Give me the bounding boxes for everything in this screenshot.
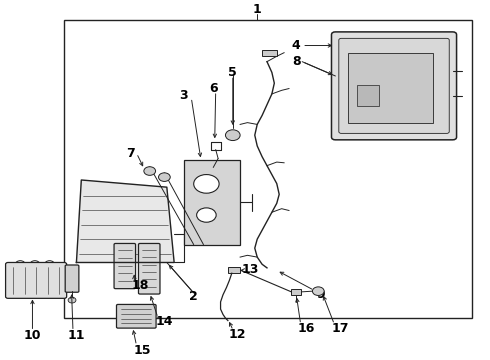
FancyBboxPatch shape — [65, 265, 79, 292]
FancyBboxPatch shape — [114, 243, 136, 289]
Text: 8: 8 — [292, 55, 301, 68]
Text: 13: 13 — [241, 263, 259, 276]
Text: 3: 3 — [180, 89, 188, 102]
Bar — [262, 50, 277, 56]
FancyBboxPatch shape — [117, 305, 156, 328]
Bar — [292, 289, 301, 295]
Circle shape — [144, 167, 156, 175]
Bar — [228, 267, 240, 273]
Text: 14: 14 — [156, 315, 173, 328]
Text: 6: 6 — [209, 82, 218, 95]
Text: 5: 5 — [228, 66, 237, 79]
Text: 1: 1 — [253, 3, 262, 16]
Text: 16: 16 — [297, 322, 315, 335]
Circle shape — [68, 297, 76, 303]
Text: 10: 10 — [24, 329, 41, 342]
Text: 17: 17 — [332, 322, 349, 335]
Text: 18: 18 — [131, 279, 148, 292]
Polygon shape — [76, 180, 174, 262]
Bar — [357, 85, 379, 107]
Text: 4: 4 — [292, 39, 301, 52]
Circle shape — [225, 130, 240, 140]
Bar — [184, 160, 240, 244]
FancyBboxPatch shape — [5, 262, 67, 298]
FancyBboxPatch shape — [339, 39, 449, 134]
Bar — [347, 53, 433, 123]
Text: 9: 9 — [317, 288, 325, 301]
Text: 15: 15 — [134, 344, 151, 357]
Circle shape — [196, 208, 216, 222]
Circle shape — [159, 173, 170, 181]
Circle shape — [313, 287, 324, 296]
Text: 12: 12 — [229, 328, 246, 341]
Circle shape — [194, 175, 219, 193]
Bar — [64, 21, 472, 318]
FancyBboxPatch shape — [139, 243, 160, 294]
Text: 7: 7 — [126, 147, 135, 159]
FancyBboxPatch shape — [331, 32, 457, 140]
Text: 2: 2 — [189, 290, 198, 303]
Text: 11: 11 — [68, 329, 85, 342]
